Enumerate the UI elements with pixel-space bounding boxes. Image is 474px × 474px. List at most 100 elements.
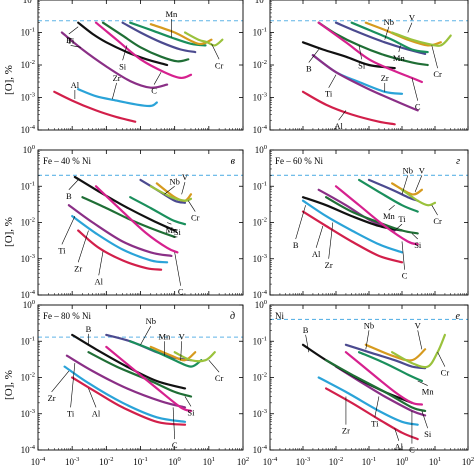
series-a-b bbox=[77, 21, 169, 67]
leader-a-b bbox=[68, 26, 79, 35]
series-e-ti bbox=[65, 354, 187, 409]
leader-c-c bbox=[174, 252, 181, 286]
leader-c-zr bbox=[77, 230, 89, 263]
leader-c-v bbox=[181, 182, 186, 195]
series-group-b bbox=[301, 21, 452, 126]
label-c-b: B bbox=[66, 191, 72, 201]
series-c-b bbox=[73, 175, 176, 232]
label-b-b: B bbox=[306, 63, 312, 73]
leader-d-al bbox=[315, 225, 324, 248]
label-a-zr: Zr bbox=[113, 73, 121, 83]
ytick-label-f: 10-4 bbox=[253, 444, 268, 455]
leader-e-nb bbox=[140, 326, 152, 345]
panel-b: 10-4 10-3 10-2 10-1 100 Al Zr Ti B Si C Nb Mn V Cr bbox=[253, 0, 469, 135]
label-c-si: Si bbox=[174, 227, 182, 237]
label-d-ti: Ti bbox=[398, 214, 406, 224]
leader-b-si bbox=[358, 45, 362, 60]
series-group-d bbox=[301, 178, 437, 264]
series-a-cr bbox=[183, 31, 224, 47]
leader-c-b bbox=[68, 179, 79, 190]
label-d-si: Si bbox=[414, 240, 422, 250]
xtick-label-e: 102 bbox=[237, 456, 249, 467]
xtick-label-f: 10-3 bbox=[296, 456, 310, 467]
series-e-si bbox=[87, 351, 193, 398]
ytick-label-d: 10-2 bbox=[253, 217, 267, 228]
series-group-a bbox=[53, 21, 224, 123]
series-group-c bbox=[67, 175, 193, 271]
label-b-v: V bbox=[409, 13, 416, 23]
label-a-al: Al bbox=[71, 80, 80, 90]
series-e-al bbox=[71, 376, 187, 426]
leader-e-ti bbox=[70, 363, 76, 408]
panel-title-f: Ni bbox=[275, 311, 284, 321]
leader-d-ti bbox=[394, 223, 403, 231]
series-c-mn bbox=[129, 196, 187, 226]
label-f-b: B bbox=[303, 325, 309, 335]
element-labels-b: Al Zr Ti B Si C Nb Mn V Cr bbox=[306, 13, 442, 131]
ytick-label-c: 100 bbox=[23, 144, 35, 155]
series-d-v bbox=[391, 182, 423, 196]
label-f-cr: Cr bbox=[441, 368, 450, 378]
series-f-nb bbox=[344, 343, 427, 370]
leader-f-mn bbox=[417, 380, 428, 386]
panels: 10-410-310-210-1100AlZrTiBSiCCrMn10-410-… bbox=[21, 0, 474, 467]
panel-letter-f: е bbox=[456, 311, 461, 322]
leader-b-nb bbox=[384, 26, 390, 40]
ticks-a bbox=[37, 0, 244, 131]
ytick-label-c: 10-2 bbox=[21, 217, 35, 228]
label-c-al: Al bbox=[95, 276, 104, 286]
label-b-zr: Zr bbox=[381, 73, 389, 83]
series-b-mn bbox=[350, 21, 429, 54]
ylabel-row-3: [O], % bbox=[3, 370, 15, 400]
leader-f-nb bbox=[365, 330, 370, 350]
ticks-b bbox=[269, 0, 469, 131]
xtick-label-e: 10-2 bbox=[99, 456, 113, 467]
leader-e-zr bbox=[51, 370, 70, 393]
label-c-zr: Zr bbox=[74, 263, 82, 273]
series-c-al bbox=[77, 229, 163, 271]
series-f-cr bbox=[391, 333, 446, 369]
label-f-zr: Zr bbox=[342, 426, 350, 436]
leader-d-cr bbox=[431, 205, 438, 216]
series-c-zr bbox=[71, 215, 169, 264]
series-e-mn bbox=[129, 340, 203, 368]
ytick-label-b: 10-2 bbox=[253, 59, 267, 70]
label-e-nb: Nb bbox=[146, 316, 156, 326]
leader-b-al bbox=[338, 110, 347, 121]
leader-c-ti bbox=[61, 215, 76, 245]
ylabel-row-1: [O], % bbox=[3, 65, 15, 95]
leader-b-v bbox=[407, 22, 413, 33]
element-labels-f: B Nb V Ti Zr Al C Si Mn Cr bbox=[303, 320, 450, 454]
xtick-label-f: 102 bbox=[462, 456, 474, 467]
label-d-al: Al bbox=[312, 249, 321, 259]
leader-d-c bbox=[401, 241, 405, 270]
frame-a bbox=[37, 0, 244, 131]
series-b-ti bbox=[311, 54, 419, 112]
leader-a-cr bbox=[211, 43, 220, 60]
ytick-label-d: 10-4 bbox=[253, 289, 268, 300]
xtick-label-e: 10-1 bbox=[133, 456, 147, 467]
ytick-label-b: 10-1 bbox=[253, 27, 267, 38]
ytick-label-f: 10-3 bbox=[253, 408, 267, 419]
ytick-label-b: 100 bbox=[255, 0, 267, 5]
leader-d-si bbox=[411, 233, 418, 240]
label-e-ti: Ti bbox=[67, 408, 75, 418]
series-group-f bbox=[301, 333, 446, 441]
xtick-label-e: 101 bbox=[203, 456, 215, 467]
leader-a-zr bbox=[112, 82, 117, 100]
panel-f: 10-4 10-3 10-2 10-1 100 10-4 10-3 10-2 10-1 100 10… bbox=[253, 299, 474, 467]
label-e-al: Al bbox=[92, 408, 101, 418]
ytick-label-f: 100 bbox=[255, 299, 267, 310]
ytick-label-f: 10-2 bbox=[253, 372, 267, 383]
leader-d-nb bbox=[401, 175, 409, 195]
series-f-si bbox=[325, 359, 427, 412]
ytick-label-e: 10-2 bbox=[21, 372, 35, 383]
ytick-label-d: 100 bbox=[255, 144, 267, 155]
series-f-al bbox=[325, 387, 419, 441]
ytick-label-a: 10-1 bbox=[21, 27, 35, 38]
ytick-label-a: 10-2 bbox=[21, 59, 35, 70]
label-b-si: Si bbox=[358, 60, 366, 70]
leader-d-b bbox=[295, 205, 306, 240]
label-a-mn: Mn bbox=[165, 9, 178, 19]
leader-b-mn bbox=[398, 45, 401, 53]
